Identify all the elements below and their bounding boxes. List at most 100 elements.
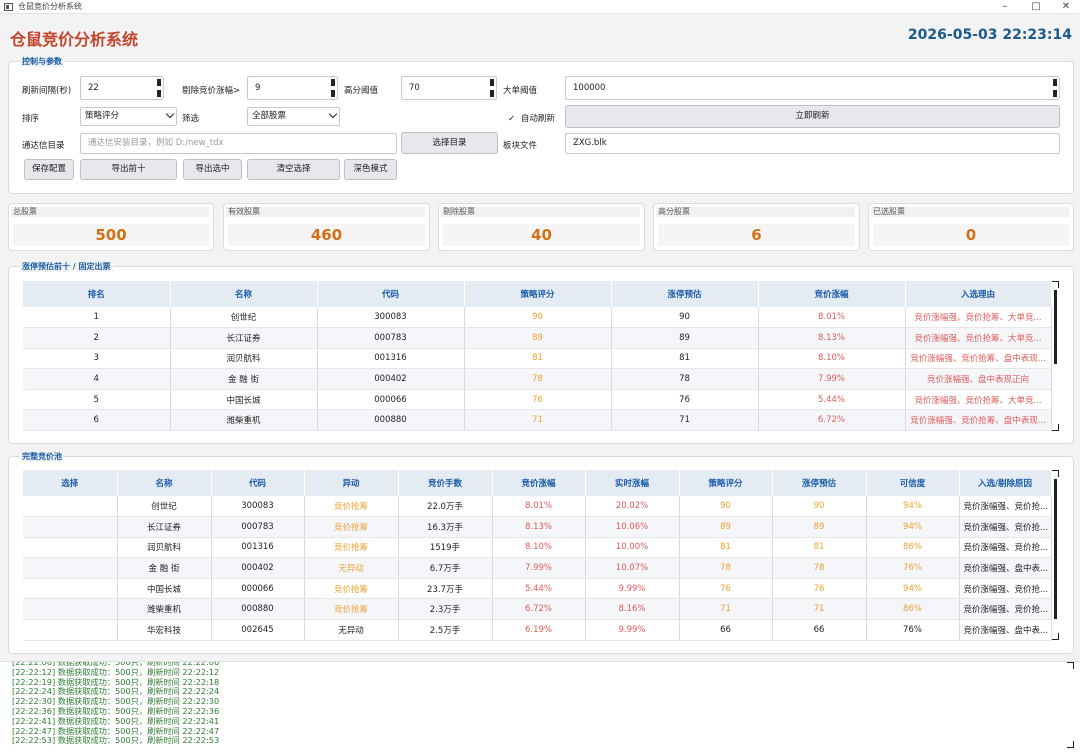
table-row[interactable]: 中国长城 000066 竞价抢筹 23.7万手 5.44% 9.99% 76 76 94% 竞价涨… — [23, 578, 1052, 600]
column-header[interactable]: 选择 — [23, 470, 118, 496]
spin-arrows-icon[interactable] — [1051, 77, 1059, 99]
table-cell: 76 — [464, 389, 612, 411]
column-header[interactable]: 入选理由 — [905, 281, 1052, 307]
column-header[interactable]: 入选/剔除原因 — [959, 470, 1052, 496]
table-row[interactable]: 1 创世纪 300083 90 90 8.01% 竞价涨幅强、竞价抢筹、大单竞... — [23, 307, 1052, 329]
pool-group-label: 完整竞价池 — [20, 451, 64, 462]
clear-selection-button[interactable]: 清空选择 — [247, 159, 340, 180]
column-header[interactable]: 策略评分 — [464, 281, 612, 307]
high-score-spinbox[interactable]: 70 — [401, 76, 497, 100]
table-cell: 90 — [772, 496, 867, 518]
column-header[interactable]: 代码 — [317, 281, 465, 307]
log-line: [22:22:19] 数据获取成功：500只，刷新时间 22:22:18 — [12, 676, 220, 687]
column-header[interactable]: 策略评分 — [679, 470, 773, 496]
table-cell: 22.0万手 — [398, 496, 493, 518]
table-cell: 创世纪 — [117, 496, 212, 518]
filter-combobox[interactable]: 全部股票 — [247, 107, 340, 126]
table-cell: 78 — [772, 557, 867, 579]
close-button[interactable]: ✕ — [1061, 1, 1071, 12]
table-cell: 金 融 街 — [170, 368, 318, 390]
table-cell: 000783 — [211, 516, 305, 538]
table-row[interactable]: 润贝航科 001316 竞价抢筹 1519手 8.10% 10.00% 81 81 86% 竞价涨… — [23, 537, 1052, 559]
table-cell: 89 — [772, 516, 867, 538]
column-header[interactable]: 可信度 — [866, 470, 960, 496]
scroll-up-icon[interactable] — [1052, 281, 1059, 288]
auto-refresh-checkbox[interactable]: ✓ 自动刷新 — [508, 112, 555, 124]
minimize-button[interactable]: – — [1002, 1, 1008, 12]
refresh-now-button[interactable]: 立即刷新 — [565, 105, 1060, 128]
table-row[interactable]: 5 中国长城 000066 76 76 5.44% 竞价涨幅强、竞价抢筹、大单竞... — [23, 389, 1052, 411]
column-header[interactable]: 代码 — [211, 470, 305, 496]
stat-value: 6 — [658, 224, 855, 246]
scroll-up-icon[interactable] — [1052, 470, 1059, 477]
dark-mode-button[interactable]: 深色模式 — [344, 159, 397, 180]
table-row[interactable]: 金 融 街 000402 无异动 6.7万手 7.99% 10.07% 78 78 76% 竞价涨… — [23, 557, 1052, 579]
table-cell: 76% — [866, 619, 960, 641]
export-selected-button[interactable]: 导出选中 — [183, 159, 242, 180]
scroll-thumb[interactable] — [1054, 290, 1057, 364]
refresh-interval-spinbox[interactable]: 22 — [80, 76, 164, 100]
table-row[interactable]: 华宏科技 002645 无异动 2.5万手 6.19% 9.99% 66 66 76% 竞价涨幅强… — [23, 619, 1052, 641]
scroll-down-icon[interactable] — [1067, 741, 1074, 748]
table-cell: 76 — [611, 389, 759, 411]
sort-combobox[interactable]: 策略评分 — [80, 107, 177, 126]
table-cell: 中国长城 — [117, 578, 212, 600]
table-cell: 89 — [464, 327, 612, 349]
table-cell: 10.07% — [585, 557, 680, 579]
stat-card-valid: 有效股票 460 — [223, 203, 430, 251]
spin-arrows-icon[interactable] — [155, 77, 163, 99]
exclude-gain-spinbox[interactable]: 9 — [247, 76, 338, 100]
table-row[interactable]: 6 潍柴重机 000880 71 71 6.72% 竞价涨幅强、竞价抢筹、盘中表现... — [23, 409, 1052, 432]
table-cell: 2.3万手 — [398, 598, 493, 621]
pool-scrollbar[interactable] — [1052, 470, 1060, 640]
scroll-down-icon[interactable] — [1052, 424, 1059, 431]
column-header[interactable]: 涨停预估 — [611, 281, 759, 307]
table-cell: 润贝航科 — [170, 348, 318, 370]
block-file-input[interactable]: ZXG.blk — [565, 133, 1060, 154]
save-config-button[interactable]: 保存配置 — [24, 159, 74, 180]
column-header[interactable]: 竞价涨幅 — [758, 281, 906, 307]
table-cell: 81 — [611, 348, 759, 370]
table-cell: 8.13% — [758, 327, 906, 349]
table-cell: 71 — [679, 598, 773, 621]
scroll-down-icon[interactable] — [1052, 633, 1059, 640]
tdx-dir-input[interactable]: 通达信安装目录，例如 D:/new_tdx — [80, 133, 397, 154]
stat-label: 已选股票 — [871, 207, 1069, 217]
table-row[interactable]: 长江证券 000783 竞价抢筹 16.3万手 8.13% 10.06% 89 89 94% 竞价… — [23, 516, 1052, 538]
spin-arrows-icon[interactable] — [488, 77, 496, 99]
big-order-spinbox[interactable]: 100000 — [565, 76, 1060, 100]
table-row[interactable]: 潍柴重机 000880 竞价抢筹 2.3万手 6.72% 8.16% 71 71 86% 竞价涨幅… — [23, 598, 1052, 621]
column-header[interactable]: 排名 — [23, 281, 171, 307]
column-header[interactable]: 名称 — [117, 470, 212, 496]
column-header[interactable]: 涨停预估 — [772, 470, 867, 496]
table-cell: 7.99% — [492, 557, 586, 579]
table-cell: 4 — [23, 368, 171, 390]
big-order-value: 100000 — [573, 83, 606, 93]
scroll-thumb[interactable] — [1054, 479, 1057, 619]
column-header[interactable]: 异动 — [304, 470, 399, 496]
top10-scrollbar[interactable] — [1052, 281, 1060, 431]
table-cell: 000066 — [317, 389, 465, 411]
auto-refresh-label: 自动刷新 — [520, 114, 555, 124]
table-row[interactable]: 3 润贝航科 001316 81 81 8.10% 竞价涨幅强、竞价抢筹、盘中表现... — [23, 348, 1052, 370]
table-cell: 000066 — [211, 578, 305, 600]
column-header[interactable]: 竞价手数 — [398, 470, 493, 496]
log-scrollbar[interactable] — [1067, 662, 1075, 748]
maximize-button[interactable]: □ — [1031, 1, 1041, 12]
spin-arrows-icon[interactable] — [329, 77, 337, 99]
table-row[interactable]: 2 长江证券 000783 89 89 8.13% 竞价涨幅强、竞价抢筹、大单竞... — [23, 327, 1052, 349]
table-cell: 002645 — [211, 619, 305, 641]
table-row[interactable]: 创世纪 300083 竞价抢筹 22.0万手 8.01% 20.02% 90 90 94% 竞价涨… — [23, 496, 1052, 518]
export-top10-button[interactable]: 导出前十 — [80, 159, 177, 180]
choose-dir-button[interactable]: 选择目录 — [401, 132, 498, 154]
column-header[interactable]: 名称 — [170, 281, 318, 307]
table-cell: 78 — [464, 368, 612, 390]
table-cell: 90 — [464, 307, 612, 329]
table-cell: 66 — [679, 619, 773, 641]
scroll-up-icon[interactable] — [1067, 662, 1074, 669]
column-header[interactable]: 竞价涨幅 — [492, 470, 586, 496]
table-cell: 中国长城 — [170, 389, 318, 411]
log-panel[interactable]: [22:22:06] 数据获取成功：500只，刷新时间 22:22:06 [22:… — [0, 661, 1080, 756]
column-header[interactable]: 实时涨幅 — [585, 470, 680, 496]
